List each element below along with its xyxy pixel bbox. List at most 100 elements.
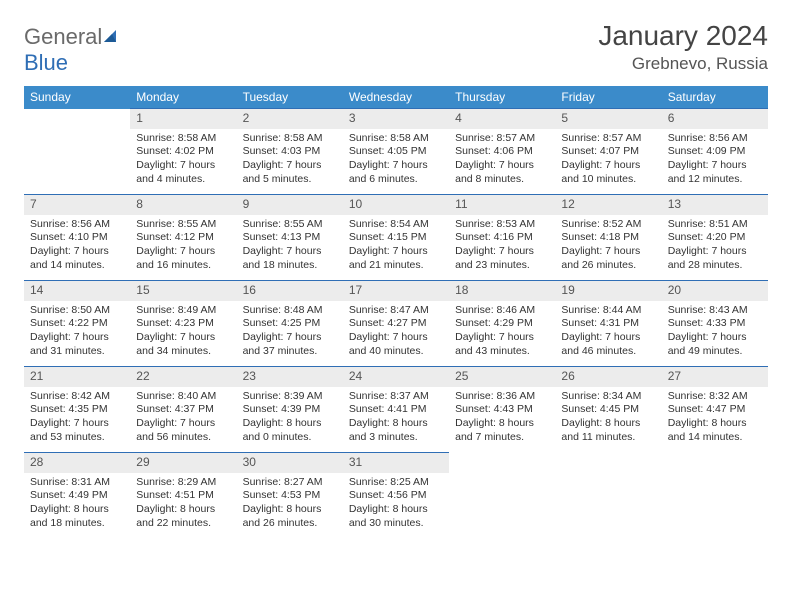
daylight-text-1: Daylight: 7 hours bbox=[30, 417, 124, 431]
sunrise-text: Sunrise: 8:27 AM bbox=[243, 476, 337, 490]
daylight-text-1: Daylight: 7 hours bbox=[668, 245, 762, 259]
daylight-text-1: Daylight: 7 hours bbox=[455, 331, 549, 345]
logo-sail-icon bbox=[102, 24, 122, 50]
day-number: 20 bbox=[662, 281, 768, 301]
logo-part2: Blue bbox=[24, 50, 68, 75]
day-number: 3 bbox=[343, 109, 449, 129]
calendar-day-cell: 24Sunrise: 8:37 AMSunset: 4:41 PMDayligh… bbox=[343, 367, 449, 453]
day-body: Sunrise: 8:25 AMSunset: 4:56 PMDaylight:… bbox=[343, 473, 449, 535]
calendar-week-row: 7Sunrise: 8:56 AMSunset: 4:10 PMDaylight… bbox=[24, 195, 768, 281]
day-body: Sunrise: 8:55 AMSunset: 4:13 PMDaylight:… bbox=[237, 215, 343, 277]
sunset-text: Sunset: 4:13 PM bbox=[243, 231, 337, 245]
daylight-text-1: Daylight: 7 hours bbox=[561, 159, 655, 173]
sunrise-text: Sunrise: 8:51 AM bbox=[668, 218, 762, 232]
day-body: Sunrise: 8:46 AMSunset: 4:29 PMDaylight:… bbox=[449, 301, 555, 363]
calendar-day-cell: 17Sunrise: 8:47 AMSunset: 4:27 PMDayligh… bbox=[343, 281, 449, 367]
daylight-text-2: and 43 minutes. bbox=[455, 345, 549, 359]
daylight-text-1: Daylight: 7 hours bbox=[455, 159, 549, 173]
sunset-text: Sunset: 4:15 PM bbox=[349, 231, 443, 245]
weekday-header: Sunday bbox=[24, 86, 130, 109]
sunrise-text: Sunrise: 8:25 AM bbox=[349, 476, 443, 490]
sunset-text: Sunset: 4:43 PM bbox=[455, 403, 549, 417]
daylight-text-1: Daylight: 7 hours bbox=[243, 245, 337, 259]
day-body: Sunrise: 8:58 AMSunset: 4:02 PMDaylight:… bbox=[130, 129, 236, 191]
day-body: Sunrise: 8:47 AMSunset: 4:27 PMDaylight:… bbox=[343, 301, 449, 363]
calendar-day-cell: 3Sunrise: 8:58 AMSunset: 4:05 PMDaylight… bbox=[343, 109, 449, 195]
sunrise-text: Sunrise: 8:56 AM bbox=[30, 218, 124, 232]
day-number: 12 bbox=[555, 195, 661, 215]
sunset-text: Sunset: 4:45 PM bbox=[561, 403, 655, 417]
daylight-text-2: and 18 minutes. bbox=[30, 517, 124, 531]
day-number: 17 bbox=[343, 281, 449, 301]
calendar-day-cell: 22Sunrise: 8:40 AMSunset: 4:37 PMDayligh… bbox=[130, 367, 236, 453]
daylight-text-2: and 16 minutes. bbox=[136, 259, 230, 273]
calendar-day-cell: 30Sunrise: 8:27 AMSunset: 4:53 PMDayligh… bbox=[237, 453, 343, 539]
calendar-day-cell: 16Sunrise: 8:48 AMSunset: 4:25 PMDayligh… bbox=[237, 281, 343, 367]
day-number: 30 bbox=[237, 453, 343, 473]
sunset-text: Sunset: 4:10 PM bbox=[30, 231, 124, 245]
day-body: Sunrise: 8:58 AMSunset: 4:05 PMDaylight:… bbox=[343, 129, 449, 191]
sunrise-text: Sunrise: 8:39 AM bbox=[243, 390, 337, 404]
day-body: Sunrise: 8:57 AMSunset: 4:06 PMDaylight:… bbox=[449, 129, 555, 191]
calendar-day-cell: 29Sunrise: 8:29 AMSunset: 4:51 PMDayligh… bbox=[130, 453, 236, 539]
sunset-text: Sunset: 4:20 PM bbox=[668, 231, 762, 245]
sunrise-text: Sunrise: 8:55 AM bbox=[243, 218, 337, 232]
daylight-text-2: and 14 minutes. bbox=[30, 259, 124, 273]
sunset-text: Sunset: 4:23 PM bbox=[136, 317, 230, 331]
day-body: Sunrise: 8:43 AMSunset: 4:33 PMDaylight:… bbox=[662, 301, 768, 363]
calendar-day-cell bbox=[555, 453, 661, 539]
month-title: January 2024 bbox=[598, 20, 768, 52]
daylight-text-2: and 6 minutes. bbox=[349, 173, 443, 187]
daylight-text-1: Daylight: 7 hours bbox=[349, 331, 443, 345]
day-body: Sunrise: 8:42 AMSunset: 4:35 PMDaylight:… bbox=[24, 387, 130, 449]
calendar-day-cell bbox=[662, 453, 768, 539]
daylight-text-2: and 46 minutes. bbox=[561, 345, 655, 359]
sunset-text: Sunset: 4:18 PM bbox=[561, 231, 655, 245]
day-number: 27 bbox=[662, 367, 768, 387]
calendar-header-row: SundayMondayTuesdayWednesdayThursdayFrid… bbox=[24, 86, 768, 109]
daylight-text-1: Daylight: 7 hours bbox=[136, 245, 230, 259]
day-body: Sunrise: 8:55 AMSunset: 4:12 PMDaylight:… bbox=[130, 215, 236, 277]
day-body: Sunrise: 8:44 AMSunset: 4:31 PMDaylight:… bbox=[555, 301, 661, 363]
sunset-text: Sunset: 4:37 PM bbox=[136, 403, 230, 417]
sunset-text: Sunset: 4:51 PM bbox=[136, 489, 230, 503]
weekday-header: Friday bbox=[555, 86, 661, 109]
sunrise-text: Sunrise: 8:44 AM bbox=[561, 304, 655, 318]
daylight-text-2: and 28 minutes. bbox=[668, 259, 762, 273]
calendar-week-row: 1Sunrise: 8:58 AMSunset: 4:02 PMDaylight… bbox=[24, 109, 768, 195]
calendar-day-cell: 11Sunrise: 8:53 AMSunset: 4:16 PMDayligh… bbox=[449, 195, 555, 281]
sunset-text: Sunset: 4:16 PM bbox=[455, 231, 549, 245]
sunrise-text: Sunrise: 8:37 AM bbox=[349, 390, 443, 404]
calendar-day-cell: 14Sunrise: 8:50 AMSunset: 4:22 PMDayligh… bbox=[24, 281, 130, 367]
daylight-text-2: and 49 minutes. bbox=[668, 345, 762, 359]
calendar-day-cell: 4Sunrise: 8:57 AMSunset: 4:06 PMDaylight… bbox=[449, 109, 555, 195]
sunset-text: Sunset: 4:39 PM bbox=[243, 403, 337, 417]
daylight-text-2: and 31 minutes. bbox=[30, 345, 124, 359]
sunrise-text: Sunrise: 8:46 AM bbox=[455, 304, 549, 318]
daylight-text-1: Daylight: 7 hours bbox=[30, 331, 124, 345]
calendar-day-cell bbox=[24, 109, 130, 195]
daylight-text-2: and 22 minutes. bbox=[136, 517, 230, 531]
weekday-header: Monday bbox=[130, 86, 236, 109]
sunrise-text: Sunrise: 8:52 AM bbox=[561, 218, 655, 232]
location: Grebnevo, Russia bbox=[598, 54, 768, 74]
day-number: 25 bbox=[449, 367, 555, 387]
daylight-text-1: Daylight: 8 hours bbox=[136, 503, 230, 517]
title-block: January 2024 Grebnevo, Russia bbox=[598, 20, 768, 74]
calendar-day-cell: 5Sunrise: 8:57 AMSunset: 4:07 PMDaylight… bbox=[555, 109, 661, 195]
daylight-text-1: Daylight: 7 hours bbox=[455, 245, 549, 259]
daylight-text-2: and 40 minutes. bbox=[349, 345, 443, 359]
sunset-text: Sunset: 4:29 PM bbox=[455, 317, 549, 331]
day-body: Sunrise: 8:56 AMSunset: 4:10 PMDaylight:… bbox=[24, 215, 130, 277]
sunrise-text: Sunrise: 8:50 AM bbox=[30, 304, 124, 318]
sunrise-text: Sunrise: 8:43 AM bbox=[668, 304, 762, 318]
daylight-text-2: and 23 minutes. bbox=[455, 259, 549, 273]
day-body: Sunrise: 8:31 AMSunset: 4:49 PMDaylight:… bbox=[24, 473, 130, 535]
sunset-text: Sunset: 4:27 PM bbox=[349, 317, 443, 331]
day-number: 4 bbox=[449, 109, 555, 129]
calendar-week-row: 14Sunrise: 8:50 AMSunset: 4:22 PMDayligh… bbox=[24, 281, 768, 367]
sunset-text: Sunset: 4:53 PM bbox=[243, 489, 337, 503]
daylight-text-2: and 0 minutes. bbox=[243, 431, 337, 445]
sunset-text: Sunset: 4:31 PM bbox=[561, 317, 655, 331]
day-number: 23 bbox=[237, 367, 343, 387]
